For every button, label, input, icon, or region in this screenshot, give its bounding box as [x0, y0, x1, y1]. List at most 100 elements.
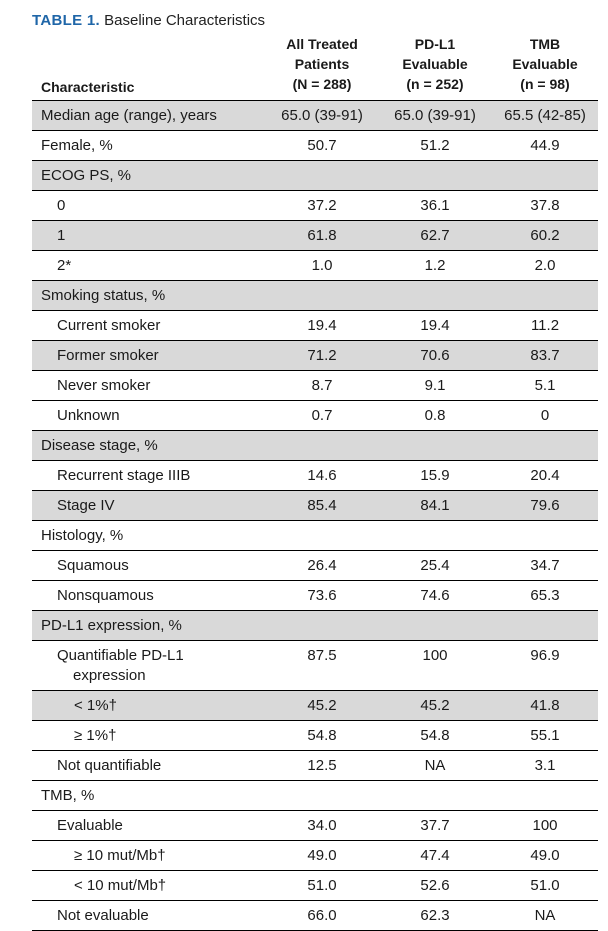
cell-all-treated: 37.2 [307, 197, 337, 214]
row-label-text: Female, % [41, 137, 113, 154]
table-header: Characteristic All Treated Patients (N =… [32, 34, 598, 100]
row-label-text: PD-L1 expression, % [41, 617, 182, 634]
table-row: Recurrent stage IIIB 14.6 15.9 20.4 [32, 461, 598, 491]
row-label: Former smoker [57, 341, 159, 370]
cell-pd-l1-evaluable: 74.6 [420, 587, 450, 604]
row-label: 0 [57, 191, 65, 220]
row-label: Nonsquamous [57, 581, 154, 610]
cell-tmb-evaluable: 55.1 [530, 727, 560, 744]
table-row: Unknown 0.7 0.8 0 [32, 401, 598, 431]
row-label-text: Squamous [57, 557, 129, 574]
cell-tmb-evaluable: NA [534, 907, 556, 924]
row-label: Not quantifiable [57, 751, 161, 780]
header-pd-l1-evaluable: PD-L1 Evaluable (n = 252) [387, 34, 483, 94]
row-label-text: Nonsquamous [57, 587, 154, 604]
row-label-text: expression [73, 667, 146, 684]
table-row: Current smoker 19.4 19.4 11.2 [32, 311, 598, 341]
row-label: Unknown [57, 401, 120, 430]
cell-tmb-evaluable: 20.4 [530, 467, 560, 484]
table-row: Histology, % [32, 521, 598, 551]
header-line: (n = 98) [520, 76, 570, 92]
cell-tmb-evaluable: 5.1 [534, 377, 556, 394]
table-row: Median age (range), years 65.0 (39-91) 65.… [32, 101, 598, 131]
row-label: ECOG PS, % [41, 161, 131, 190]
header-all-treated: All Treated Patients (N = 288) [267, 34, 377, 94]
table-row: 1 61.8 62.7 60.2 [32, 221, 598, 251]
cell-all-treated: 26.4 [307, 557, 337, 574]
cell-all-treated: 51.0 [307, 877, 337, 894]
table-body: Median age (range), years 65.0 (39-91) 65.… [32, 101, 598, 931]
cell-all-treated: 12.5 [307, 757, 337, 774]
header-line: All Treated [286, 36, 358, 52]
cell-tmb-evaluable: 2.0 [534, 257, 556, 274]
cell-all-treated: 65.0 (39-91) [281, 107, 363, 124]
cell-tmb-evaluable: 0 [540, 407, 550, 424]
row-label-text: Former smoker [57, 347, 159, 364]
header-line: Evaluable [402, 56, 468, 72]
row-label-text: < 1%† [74, 697, 117, 714]
header-rule [32, 100, 598, 101]
cell-all-treated: 1.0 [311, 257, 333, 274]
header-line: (n = 252) [406, 76, 464, 92]
row-label-text: ≥ 1%† [74, 727, 117, 744]
table-row: < 1%† 45.2 45.2 41.8 [32, 691, 598, 721]
row-label-text: Disease stage, % [41, 437, 158, 454]
row-label-text: ECOG PS, % [41, 167, 132, 184]
cell-tmb-evaluable: 11.2 [530, 317, 560, 334]
cell-pd-l1-evaluable: 0.8 [424, 407, 446, 424]
cell-all-treated: 49.0 [307, 847, 337, 864]
row-label: < 10 mut/Mb† [74, 871, 166, 900]
cell-pd-l1-evaluable: 37.7 [420, 817, 450, 834]
table-row: < 10 mut/Mb† 51.0 52.6 51.0 [32, 871, 598, 901]
table-row: Female, % 50.7 51.2 44.9 [32, 131, 598, 161]
cell-pd-l1-evaluable: 47.4 [420, 847, 450, 864]
header-line: (N = 288) [292, 76, 352, 92]
cell-pd-l1-evaluable: 19.4 [420, 317, 450, 334]
row-label-text: ≥ 10 mut/Mb† [74, 847, 166, 864]
table-row: TMB, % [32, 781, 598, 811]
cell-pd-l1-evaluable: 1.2 [424, 257, 446, 274]
cell-pd-l1-evaluable: 25.4 [420, 557, 450, 574]
cell-all-treated: 71.2 [307, 347, 337, 364]
header-line: Patients [294, 56, 350, 72]
cell-all-treated: 54.8 [307, 727, 337, 744]
cell-pd-l1-evaluable: 84.1 [420, 497, 450, 514]
cell-tmb-evaluable: 79.6 [530, 497, 560, 514]
row-label-text: Quantifiable PD-L1 [57, 647, 184, 664]
table-row: PD-L1 expression, % [32, 611, 598, 641]
row-label-text: Not evaluable [57, 907, 149, 924]
table-row: Nonsquamous 73.6 74.6 65.3 [32, 581, 598, 611]
cell-all-treated: 19.4 [307, 317, 337, 334]
table-caption: TABLE 1. Baseline Characteristics [32, 12, 265, 29]
header-characteristic: Characteristic [41, 79, 135, 95]
cell-pd-l1-evaluable: 54.8 [420, 727, 450, 744]
table-row: ≥ 1%† 54.8 54.8 55.1 [32, 721, 598, 751]
row-label-text: Histology, % [41, 527, 124, 544]
cell-all-treated: 50.7 [307, 137, 337, 154]
cell-pd-l1-evaluable: 62.3 [420, 907, 450, 924]
table-row: 0 37.2 36.1 37.8 [32, 191, 598, 221]
cell-pd-l1-evaluable: 51.2 [420, 137, 450, 154]
row-label: Median age (range), years [41, 101, 217, 130]
table-row: Former smoker 71.2 70.6 83.7 [32, 341, 598, 371]
cell-all-treated: 34.0 [307, 817, 337, 834]
row-label: Squamous [57, 551, 129, 580]
row-label: PD-L1 expression, % [41, 611, 182, 640]
cell-tmb-evaluable: 65.3 [530, 587, 560, 604]
header-line: Evaluable [512, 56, 578, 72]
row-label: Recurrent stage IIIB [57, 461, 190, 490]
cell-all-treated: 14.6 [307, 467, 337, 484]
header-tmb-evaluable: TMB Evaluable (n = 98) [500, 34, 590, 94]
table-row: Smoking status, % [32, 281, 598, 311]
cell-pd-l1-evaluable: NA [424, 757, 446, 774]
row-label-text: 0 [57, 197, 66, 214]
row-label: Female, % [41, 131, 113, 160]
row-label-text: TMB, % [41, 787, 95, 804]
row-label: ≥ 10 mut/Mb† [74, 841, 166, 870]
table-title: Baseline Characteristics [104, 12, 266, 29]
cell-pd-l1-evaluable: 65.0 (39-91) [394, 107, 476, 124]
table-row: 2* 1.0 1.2 2.0 [32, 251, 598, 281]
cell-tmb-evaluable: 41.8 [530, 697, 560, 714]
cell-all-treated: 0.7 [311, 407, 333, 424]
cell-all-treated: 87.5 [307, 647, 337, 664]
